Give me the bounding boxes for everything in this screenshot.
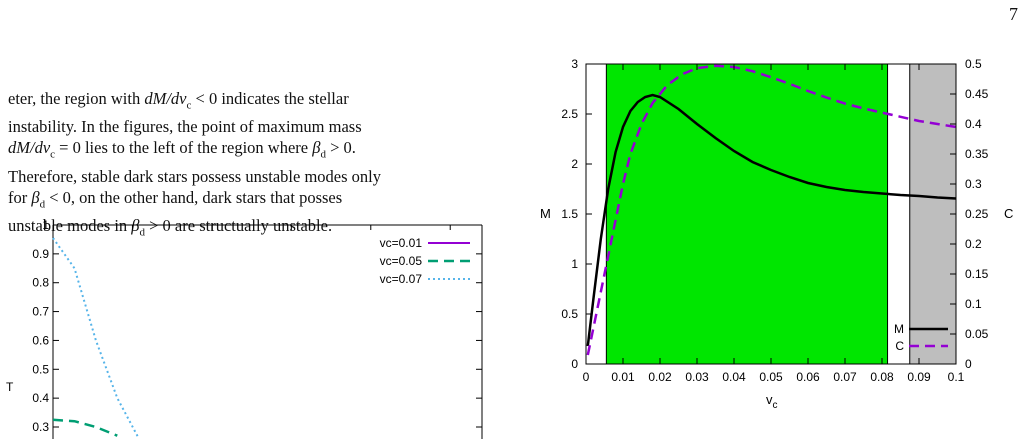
right-yr-tick-label: 0.2: [965, 237, 982, 251]
left-series-line: [52, 418, 118, 437]
right-legend: MC: [894, 322, 948, 353]
right-yr-tick-label: 0.35: [965, 147, 989, 161]
right-y-right-label: C: [1004, 206, 1013, 221]
right-yr-tick-label: 0.4: [965, 117, 982, 131]
right-yr-tick-label: 0.15: [965, 267, 989, 281]
right-right-y-ticks: 0 0.05 0.1 0.15 0.2 0.25 0.3 0.35 0.4 0.45 0.5: [950, 57, 989, 371]
region-band: [605, 63, 889, 365]
page-number: 7: [1009, 4, 1018, 24]
right-x-tick-label: 0.1: [948, 370, 965, 384]
right-x-tick-label: 0.01: [611, 370, 635, 384]
left-y-ticks: 1 0.9 0.8 0.7 0.6 0.5 0.4 0.3: [32, 218, 482, 434]
left-plot-frame: [52, 224, 483, 439]
region-band: [909, 63, 957, 365]
right-yl-tick-label: 2.5: [561, 107, 578, 121]
temperature-chart: 10.90.80.70.60.50.40.3 T vc=0.01vc=0.05v…: [6, 218, 483, 439]
right-x-tick-label: 0.08: [870, 370, 894, 384]
right-left-y-ticks: 0 0.5 1 1.5 2 2.5 3: [561, 57, 592, 371]
right-yl-tick-label: 1.5: [561, 207, 578, 221]
left-y-tick-label: 0.6: [32, 333, 49, 347]
right-x-tick-label: 0.05: [759, 370, 783, 384]
left-legend: vc=0.01 vc=0.05 vc=0.07: [380, 236, 470, 286]
stability-regions: [605, 63, 957, 365]
mass-compactness-chart: 0 0.01 0.02 0.03 0.04 0.05 0.06 0.07 0.08 0.09 0.1…: [540, 57, 1013, 411]
left-legend-label: vc=0.07: [380, 272, 423, 286]
right-series-lines: [586, 64, 957, 356]
right-yl-tick-label: 2: [571, 157, 578, 171]
right-x-tick-label: 0.04: [722, 370, 746, 384]
right-x-ticks: 0 0.01 0.02 0.03 0.04 0.05 0.06 0.07 0.08 0.09 0.1: [583, 64, 965, 384]
right-yr-tick-label: 0.25: [965, 207, 989, 221]
right-legend-label: C: [895, 339, 904, 353]
left-y-tick-label: 1: [42, 218, 49, 232]
right-yl-tick-label: 0: [571, 357, 578, 371]
right-yl-tick-label: 0.5: [561, 307, 578, 321]
left-top-ticks: [52, 225, 451, 230]
left-series-lines: [52, 237, 140, 439]
body-paragraph: eter, the region with dM/dvc < 0 indicat…: [8, 89, 381, 239]
right-yr-tick-label: 0.45: [965, 87, 989, 101]
left-y-tick-label: 0.9: [32, 247, 49, 261]
right-yr-tick-label: 0.05: [965, 327, 989, 341]
right-x-tick-label: 0.06: [796, 370, 820, 384]
right-x-tick-label: 0.02: [648, 370, 672, 384]
right-x-tick-label: 0: [583, 370, 590, 384]
right-legend-label: M: [894, 322, 904, 336]
right-yr-tick-label: 0.3: [965, 177, 982, 191]
left-y-tick-label: 0.3: [32, 420, 49, 434]
right-x-tick-label: 0.07: [833, 370, 857, 384]
right-yr-tick-label: 0.5: [965, 57, 982, 71]
right-yl-tick-label: 1: [571, 257, 578, 271]
left-y-tick-label: 0.5: [32, 362, 49, 376]
right-yl-tick-label: 3: [571, 57, 578, 71]
left-y-axis-label: T: [6, 380, 14, 394]
right-x-axis-label: vc: [766, 392, 778, 411]
left-y-tick-label: 0.8: [32, 276, 49, 290]
left-y-tick-label: 0.4: [32, 391, 49, 405]
left-series-line: [52, 237, 140, 439]
right-x-tick-label: 0.03: [685, 370, 709, 384]
left-legend-label: vc=0.01: [380, 236, 423, 250]
right-y-left-label: M: [540, 206, 551, 221]
right-series-line: [586, 93, 957, 347]
right-yr-tick-label: 0.1: [965, 297, 982, 311]
right-x-tick-label: 0.09: [907, 370, 931, 384]
left-y-tick-label: 0.7: [32, 305, 49, 319]
left-legend-label: vc=0.05: [380, 254, 423, 268]
right-yr-tick-label: 0: [965, 357, 972, 371]
